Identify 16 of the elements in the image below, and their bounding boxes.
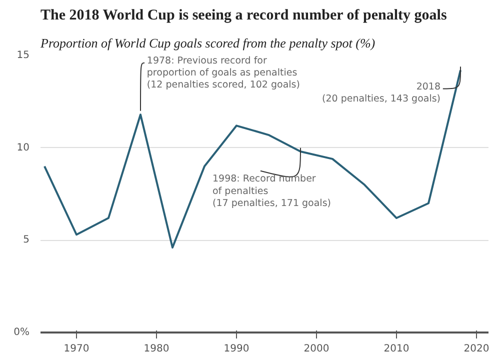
chart-title: The 2018 World Cup is seeing a record number of penalty goals bbox=[40, 8, 447, 24]
chart-subtitle: Proportion of World Cup goals scored from the penalty spot (%) bbox=[40, 36, 376, 50]
annotation: 2018 (20 penalties, 143 goals) bbox=[322, 81, 441, 104]
y-tick-label: 10 bbox=[16, 142, 30, 154]
x-tick-label: 1980 bbox=[144, 344, 170, 354]
x-tick-label: 2020 bbox=[464, 344, 490, 354]
y-tick-label: 5 bbox=[23, 234, 30, 246]
y-tick-label: 0% bbox=[14, 327, 30, 338]
x-tick-label: 1990 bbox=[224, 344, 250, 354]
line-series bbox=[44, 69, 462, 249]
annotation: 1998: Record number of penalties (17 penalties, 171 goals) bbox=[212, 174, 331, 209]
x-tick-label: 1970 bbox=[64, 344, 90, 354]
x-tick-label: 2000 bbox=[304, 344, 330, 354]
x-tick-label: 2010 bbox=[384, 344, 410, 354]
annotation: 1978: Previous record for proportion of goals as penalties (12 penalties scored, 102 goals) bbox=[146, 56, 300, 91]
y-tick-label: 15 bbox=[16, 50, 30, 61]
